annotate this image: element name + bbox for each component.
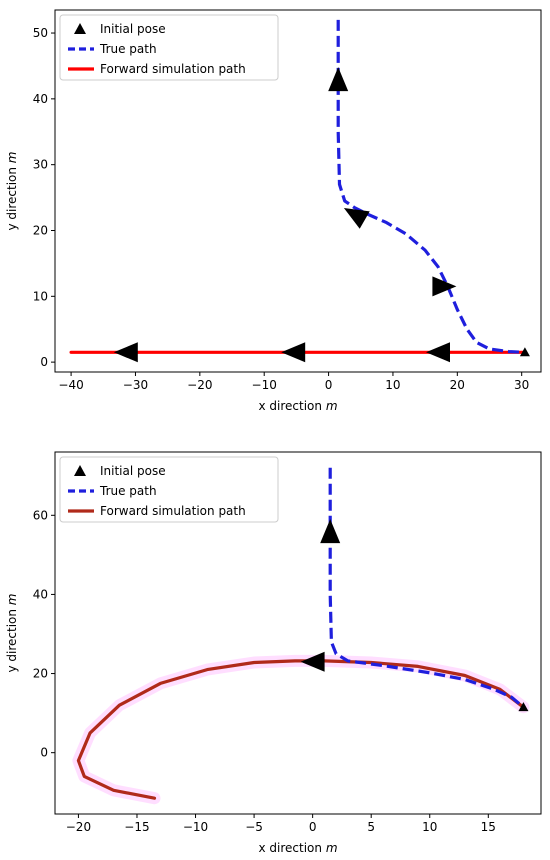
x-tick-label: −5: [245, 820, 263, 834]
x-axis-label: x direction m: [258, 399, 337, 413]
y-axis-label: y direction m: [5, 593, 19, 672]
legend-label-true-path: True path: [99, 484, 157, 498]
y-tick-label: 10: [33, 289, 48, 303]
x-tick-label: −40: [58, 378, 83, 392]
x-tick-label: −10: [252, 378, 277, 392]
legend-label-initial-pose: Initial pose: [100, 464, 166, 478]
initial-pose-marker: [518, 702, 529, 712]
plot-area: [72, 467, 530, 805]
axes-frame: [54, 9, 542, 373]
x-tick-label: −20: [187, 378, 212, 392]
direction-arrow-marker: [328, 67, 349, 92]
y-tick-label: 40: [33, 92, 48, 106]
forward-path-halo: [72, 654, 530, 805]
x-tick-label: 0: [325, 378, 333, 392]
legend: Initial pose True path Forward simulation …: [59, 456, 279, 523]
y-tick-label: 0: [40, 746, 48, 760]
axis-ticks: −20 −15 −10 −5 0 5 10 15 0 20 40 60: [33, 508, 496, 834]
y-axis-label: y direction m: [5, 151, 19, 230]
x-tick-label: −20: [66, 820, 91, 834]
x-tick-label: 10: [385, 378, 400, 392]
direction-arrow-marker: [281, 342, 306, 363]
initial-pose-marker: [519, 347, 530, 357]
direction-arrow-marker: [113, 342, 138, 363]
direction-arrow-marker: [300, 651, 325, 672]
plot-area: [69, 19, 530, 363]
x-tick-label: 0: [309, 820, 317, 834]
legend-swatch-initial-pose: [74, 23, 86, 34]
x-axis-label: x direction m: [258, 841, 337, 855]
y-tick-label: 30: [33, 158, 48, 172]
y-tick-label: 20: [33, 667, 48, 681]
y-tick-label: 0: [40, 355, 48, 369]
x-tick-label: 30: [514, 378, 529, 392]
x-tick-label: −30: [123, 378, 148, 392]
x-tick-label: −15: [124, 820, 149, 834]
legend-label-true-path: True path: [99, 42, 157, 56]
legend-label-forward-path: Forward simulation path: [100, 62, 246, 76]
legend-swatch-initial-pose: [74, 465, 86, 476]
chart-2: −20 −15 −10 −5 0 5 10 15 0 20 40 60 x direction m y…: [5, 451, 542, 855]
series-line-true-path: [336, 19, 525, 354]
x-tick-label: 20: [450, 378, 465, 392]
direction-arrow-marker: [320, 519, 341, 544]
direction-arrow-marker: [426, 342, 450, 363]
x-tick-label: 5: [367, 820, 375, 834]
direction-arrow-marker: [432, 276, 457, 297]
series-line-forward-simulation-path: [76, 659, 526, 800]
y-tick-label: 20: [33, 223, 48, 237]
legend-box: [59, 14, 279, 81]
legend-label-forward-path: Forward simulation path: [100, 504, 246, 518]
legend-label-initial-pose: Initial pose: [100, 22, 166, 36]
y-tick-label: 60: [33, 508, 48, 522]
x-tick-label: 10: [422, 820, 437, 834]
x-tick-label: −10: [183, 820, 208, 834]
direction-arrow-marker: [343, 208, 370, 229]
series-line-true-path: [328, 467, 525, 709]
legend-box: [59, 456, 279, 523]
legend: Initial pose True path Forward simulation …: [59, 14, 279, 81]
chart-1: −40 −30 −20 −10 0 10 20 30 0 10 20 30 40 50 x directi…: [5, 9, 542, 413]
y-tick-label: 50: [33, 26, 48, 40]
y-tick-label: 40: [33, 587, 48, 601]
axis-ticks: −40 −30 −20 −10 0 10 20 30 0 10 20 30 40 50: [33, 26, 530, 392]
axes-frame: [54, 451, 542, 815]
x-tick-label: 15: [481, 820, 496, 834]
